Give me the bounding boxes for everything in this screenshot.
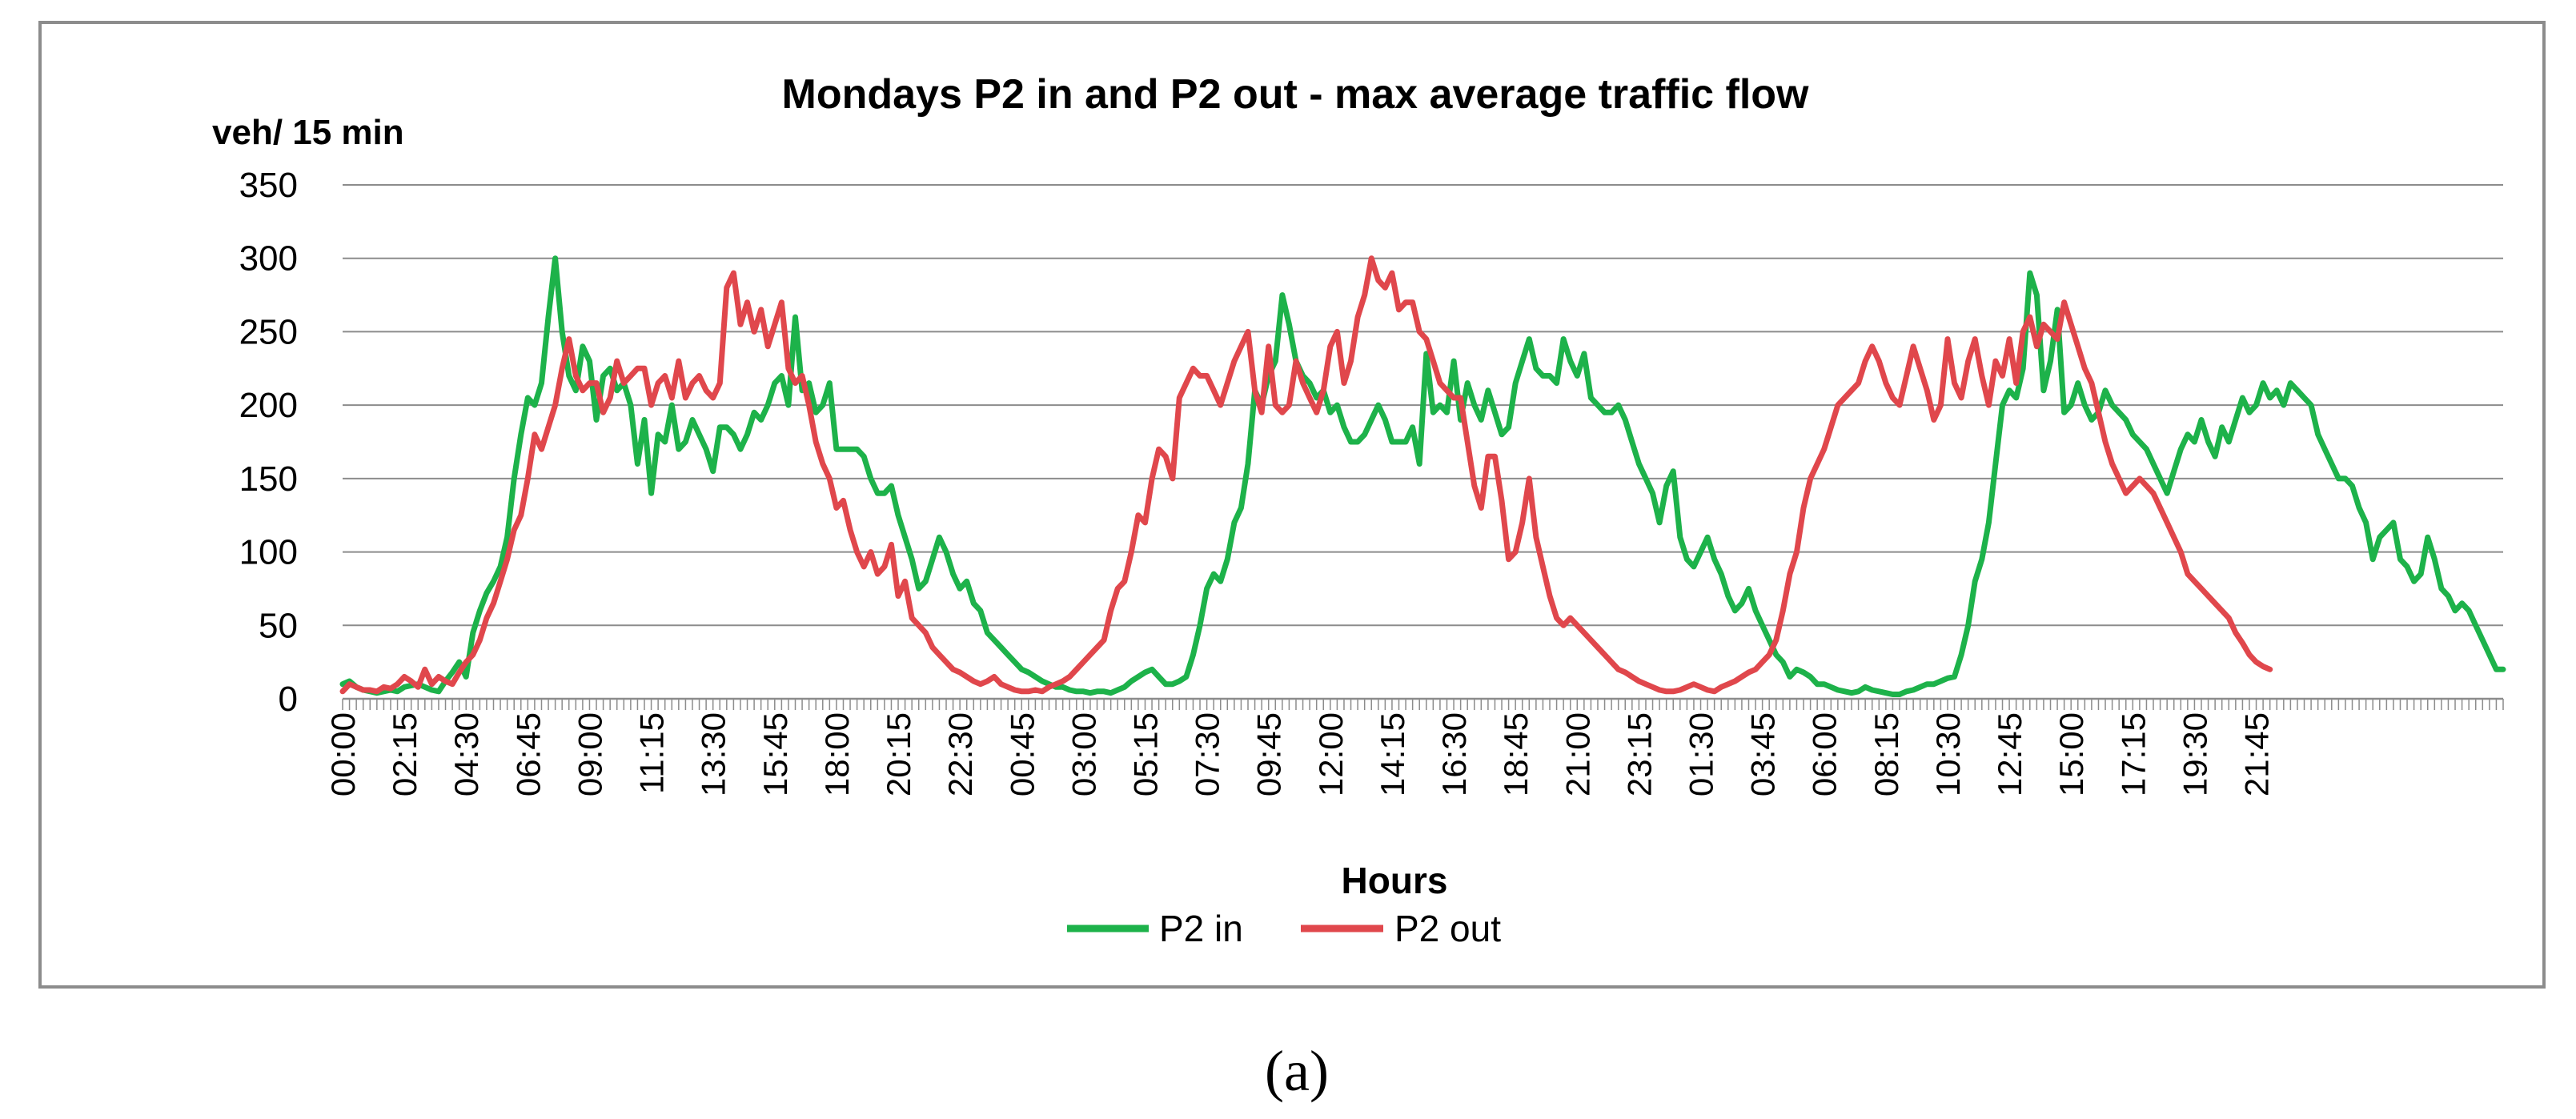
x-tick-label: 05:15 bbox=[1127, 712, 1165, 796]
x-tick-label: 09:45 bbox=[1250, 712, 1288, 796]
chart-frame bbox=[38, 21, 2546, 989]
chart-title: Mondays P2 in and P2 out - max average t… bbox=[782, 71, 1810, 118]
x-tick-label: 23:15 bbox=[1620, 712, 1658, 796]
x-tick-label: 15:45 bbox=[756, 712, 794, 796]
x-tick-label: 08:15 bbox=[1868, 712, 1905, 796]
y-tick-label: 100 bbox=[239, 533, 298, 572]
x-tick-label: 06:45 bbox=[509, 712, 547, 796]
x-tick-label: 10:30 bbox=[1929, 712, 1967, 796]
y-tick-label: 150 bbox=[239, 459, 298, 499]
series-lines bbox=[339, 255, 2506, 697]
x-tick-label: 09:00 bbox=[572, 712, 609, 796]
y-tick-label: 200 bbox=[239, 386, 298, 425]
x-tick-label: 02:15 bbox=[386, 712, 423, 796]
x-tick-label: 03:00 bbox=[1065, 712, 1102, 796]
x-tick-label: 18:00 bbox=[818, 712, 856, 796]
x-tick-label: 12:45 bbox=[1991, 712, 2028, 796]
x-tick-label: 11:15 bbox=[633, 712, 671, 794]
x-tick-label: 13:30 bbox=[695, 712, 732, 796]
x-tick-label: 17:15 bbox=[2114, 712, 2152, 796]
legend: P2 in P2 out bbox=[1067, 908, 1501, 949]
x-tick-label: 16:30 bbox=[1435, 712, 1473, 796]
legend-label-p2-in: P2 in bbox=[1159, 908, 1243, 949]
x-tick-label: 07:30 bbox=[1189, 712, 1226, 796]
x-tick-label: 19:30 bbox=[2176, 712, 2213, 796]
x-tick-label: 20:15 bbox=[880, 712, 917, 796]
y-tick-label: 0 bbox=[279, 680, 298, 719]
legend-item-p2-out: P2 out bbox=[1301, 908, 1501, 949]
x-tick-label: 04:30 bbox=[447, 712, 485, 796]
x-tick-label: 14:15 bbox=[1374, 712, 1411, 796]
x-minor-tick-marks bbox=[342, 699, 2504, 710]
x-tick-label: 21:00 bbox=[1559, 712, 1596, 796]
y-tick-label: 300 bbox=[239, 239, 298, 279]
legend-label-p2-out: P2 out bbox=[1394, 908, 1501, 949]
x-axis-label: Hours bbox=[1342, 860, 1448, 901]
y-tick-label: 350 bbox=[239, 166, 298, 205]
x-tick-label: 01:30 bbox=[1683, 712, 1720, 796]
x-tick-label: 00:45 bbox=[1003, 712, 1041, 796]
y-axis-ticks: 0 50 100 150 200 250 300 350 bbox=[239, 166, 298, 719]
x-tick-label: 03:45 bbox=[1744, 712, 1782, 796]
legend-item-p2-in: P2 in bbox=[1067, 908, 1243, 949]
x-tick-label: 12:00 bbox=[1312, 712, 1350, 796]
series-line-p2-out bbox=[339, 255, 2273, 695]
x-tick-label: 21:45 bbox=[2238, 712, 2276, 796]
x-tick-label: 22:30 bbox=[941, 712, 979, 796]
x-axis-ticks: 00:00 02:15 04:30 06:45 09:00 11:15 13:30 15:45… bbox=[324, 712, 2276, 796]
series-line-p2-in bbox=[339, 255, 2506, 697]
x-tick-label: 15:00 bbox=[2052, 712, 2090, 796]
x-tick-label: 06:00 bbox=[1806, 712, 1844, 796]
x-axis-minor-ticks bbox=[342, 697, 2504, 710]
x-tick-label: 00:00 bbox=[324, 712, 362, 796]
y-tick-label: 250 bbox=[239, 312, 298, 351]
y-axis-label: veh/ 15 min bbox=[212, 113, 404, 152]
y-tick-label: 50 bbox=[259, 606, 298, 645]
x-tick-label: 18:45 bbox=[1497, 712, 1535, 796]
figure-caption: (a) bbox=[1265, 1039, 1329, 1103]
